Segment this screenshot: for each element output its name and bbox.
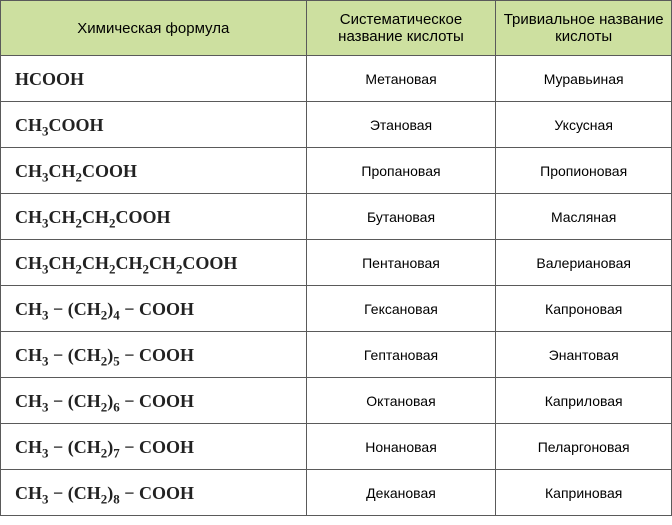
formula-cell: CH3 − (CH2)4 − COOH — [1, 286, 307, 332]
table-row: CH3COOHЭтановаяУксусная — [1, 102, 672, 148]
systematic-name-cell: Нонановая — [306, 424, 496, 470]
chemical-formula: HCOOH — [1, 70, 306, 88]
systematic-name-cell: Декановая — [306, 470, 496, 516]
systematic-name-cell: Бутановая — [306, 194, 496, 240]
formula-cell: CH3 − (CH2)8 − COOH — [1, 470, 307, 516]
chemical-formula: CH3 − (CH2)5 − COOH — [1, 346, 306, 364]
systematic-name-cell: Этановая — [306, 102, 496, 148]
header-trivial: Тривиальное название кислоты — [496, 1, 672, 56]
table-row: HCOOHМетановаяМуравьиная — [1, 56, 672, 102]
chemical-formula: CH3COOH — [1, 116, 306, 134]
table-row: CH3 − (CH2)8 − COOHДекановаяКаприновая — [1, 470, 672, 516]
trivial-name-cell: Энантовая — [496, 332, 672, 378]
trivial-name-cell: Капроновая — [496, 286, 672, 332]
table-row: CH3CH2CH2COOHБутановаяМасляная — [1, 194, 672, 240]
header-systematic: Систематическое название кислоты — [306, 1, 496, 56]
systematic-name-cell: Гептановая — [306, 332, 496, 378]
formula-cell: CH3 − (CH2)5 − COOH — [1, 332, 307, 378]
formula-cell: CH3 − (CH2)7 − COOH — [1, 424, 307, 470]
systematic-name-cell: Октановая — [306, 378, 496, 424]
systematic-name-cell: Метановая — [306, 56, 496, 102]
trivial-name-cell: Каприловая — [496, 378, 672, 424]
header-formula: Химическая формула — [1, 1, 307, 56]
table-row: CH3 − (CH2)5 − COOHГептановаяЭнантовая — [1, 332, 672, 378]
systematic-name-cell: Гексановая — [306, 286, 496, 332]
table-header: Химическая формула Систематическое назва… — [1, 1, 672, 56]
table-body: HCOOHМетановаяМуравьинаяCH3COOHЭтановаяУ… — [1, 56, 672, 516]
chemical-formula: CH3 − (CH2)7 − COOH — [1, 438, 306, 456]
chemical-formula: CH3CH2COOH — [1, 162, 306, 180]
trivial-name-cell: Масляная — [496, 194, 672, 240]
trivial-name-cell: Каприновая — [496, 470, 672, 516]
acids-table: Химическая формула Систематическое назва… — [0, 0, 672, 516]
chemical-formula: CH3 − (CH2)8 − COOH — [1, 484, 306, 502]
systematic-name-cell: Пентановая — [306, 240, 496, 286]
formula-cell: HCOOH — [1, 56, 307, 102]
formula-cell: CH3CH2CH2COOH — [1, 194, 307, 240]
trivial-name-cell: Уксусная — [496, 102, 672, 148]
trivial-name-cell: Пеларгоновая — [496, 424, 672, 470]
chemical-formula: CH3 − (CH2)4 − COOH — [1, 300, 306, 318]
chemical-formula: CH3CH2CH2COOH — [1, 208, 306, 226]
table-row: CH3CH2COOHПропановаяПропионовая — [1, 148, 672, 194]
trivial-name-cell: Валериановая — [496, 240, 672, 286]
trivial-name-cell: Пропионовая — [496, 148, 672, 194]
chemical-formula: CH3 − (CH2)6 − COOH — [1, 392, 306, 410]
formula-cell: CH3CH2CH2CH2CH2COOH — [1, 240, 307, 286]
table-row: CH3 − (CH2)4 − COOHГексановаяКапроновая — [1, 286, 672, 332]
trivial-name-cell: Муравьиная — [496, 56, 672, 102]
table-row: CH3CH2CH2CH2CH2COOHПентановаяВалерианова… — [1, 240, 672, 286]
chemical-formula: CH3CH2CH2CH2CH2COOH — [1, 254, 306, 272]
formula-cell: CH3CH2COOH — [1, 148, 307, 194]
formula-cell: CH3COOH — [1, 102, 307, 148]
table-row: CH3 − (CH2)7 − COOHНонановаяПеларгоновая — [1, 424, 672, 470]
systematic-name-cell: Пропановая — [306, 148, 496, 194]
formula-cell: CH3 − (CH2)6 − COOH — [1, 378, 307, 424]
table-row: CH3 − (CH2)6 − COOHОктановаяКаприловая — [1, 378, 672, 424]
